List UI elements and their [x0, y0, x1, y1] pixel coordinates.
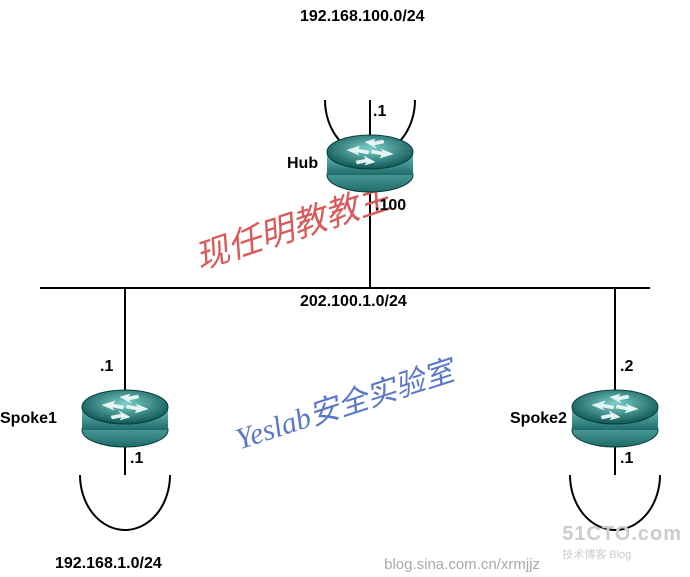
spoke1-network-label: 192.168.1.0/24: [55, 555, 162, 573]
spoke2-ip-top: .2: [620, 358, 633, 376]
hub-router-icon: [325, 130, 415, 190]
hub-label: Hub: [287, 155, 318, 173]
spoke1-router-icon: [80, 385, 170, 445]
watermark-blue: Yeslab安全实验室: [229, 346, 459, 458]
spoke1-label: Spoke1: [0, 410, 57, 428]
backbone-label: 202.100.1.0/24: [300, 293, 407, 311]
footer-logo-sub: 技术博客 Blog: [562, 546, 682, 562]
hub-network-label: 192.168.100.0/24: [300, 8, 425, 26]
footer-blog: blog.sina.com.cn/xrmjjz: [384, 556, 540, 573]
spoke2-ip-bottom: .1: [620, 450, 633, 468]
hub-ip-top: .1: [373, 103, 386, 121]
footer-logo-text: 51CTO.com: [562, 523, 682, 545]
spoke2-label: Spoke2: [510, 410, 567, 428]
hub-ip-bottom: .100: [375, 197, 406, 215]
topology-lines: [0, 0, 690, 577]
spoke1-ip-top: .1: [100, 358, 113, 376]
footer-logo: 51CTO.com 技术博客 Blog: [562, 523, 682, 562]
spoke2-router-icon: [570, 385, 660, 445]
spoke1-ip-bottom: .1: [130, 450, 143, 468]
diagram-container: 现任明教教主 Yeslab安全实验室 192.168.100.0/24 .1 H…: [0, 0, 690, 577]
